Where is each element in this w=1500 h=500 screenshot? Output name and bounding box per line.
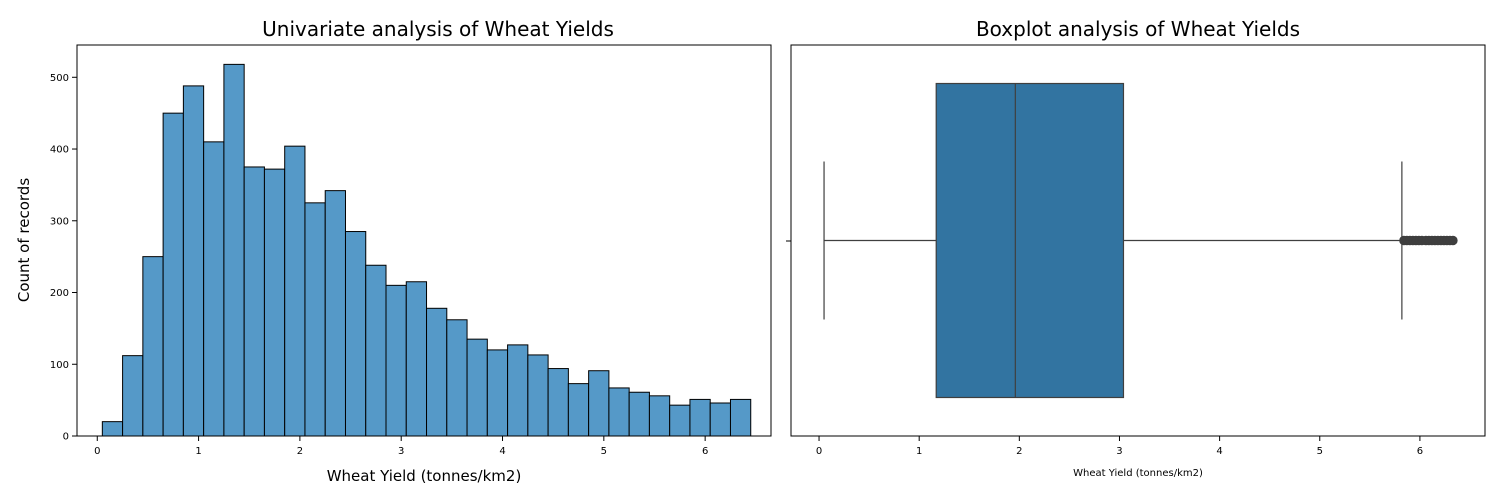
histogram-bar [608, 387, 630, 437]
boxplot-x-ticks: 0 1 2 3 4 5 6 [816, 436, 1423, 457]
boxplot-x-tick-label: 3 [1116, 446, 1122, 457]
boxplot-elements [823, 82, 1458, 399]
boxplot-box [935, 82, 1125, 399]
histogram-y-tick-label: 200 [50, 288, 69, 299]
histogram-bar [223, 63, 245, 437]
histogram-bar [648, 395, 671, 437]
histogram-bar [101, 421, 124, 437]
histogram-bar [385, 284, 407, 437]
histogram-bar [507, 344, 529, 437]
boxplot-x-tick-label: 6 [1417, 446, 1423, 457]
boxplot-x-tick-label: 4 [1216, 446, 1222, 457]
histogram-bar [446, 319, 468, 437]
histogram-bar [122, 355, 144, 437]
histogram-bar [182, 85, 205, 437]
histogram-bar [527, 354, 549, 437]
histogram-bar [284, 145, 306, 437]
histogram-bar [486, 349, 509, 437]
histogram-y-tick-label: 500 [50, 73, 69, 84]
histogram-bar [304, 202, 326, 437]
boxplot-x-tick-label: 5 [1317, 446, 1323, 457]
histogram-y-tick-label: 0 [63, 432, 69, 443]
histogram-bar [628, 391, 650, 437]
histogram-panel: Univariate analysis of Wheat Yields 0 1 2 3… [15, 17, 772, 485]
histogram-plot-frame [76, 44, 772, 437]
histogram-x-tick-label: 3 [398, 446, 404, 457]
histogram-x-tick-label: 4 [499, 446, 505, 457]
histogram-x-tick-label: 1 [195, 446, 201, 457]
histogram-bar [729, 398, 752, 437]
histogram-y-ticks: 0 100 200 300 400 500 [50, 73, 77, 443]
histogram-y-tick-label: 400 [50, 145, 69, 156]
histogram-bar [203, 141, 225, 437]
histogram-x-axis-label: Wheat Yield (tonnes/km2) [327, 467, 522, 485]
histogram-y-tick-label: 300 [50, 216, 69, 227]
histogram-bar [588, 370, 610, 437]
histogram-x-tick-label: 2 [297, 446, 303, 457]
histogram-bar [669, 404, 691, 437]
histogram-bar [709, 402, 731, 437]
boxplot-panel: Boxplot analysis of Wheat Yields 0 1 2 3 4 5 6… [786, 17, 1486, 479]
boxplot-x-tick-label: 2 [1016, 446, 1022, 457]
boxplot-x-tick-label: 0 [816, 446, 822, 457]
histogram-x-ticks: 0 1 2 3 4 5 6 [94, 436, 708, 457]
histogram-title: Univariate analysis of Wheat Yields [262, 17, 614, 41]
histogram-bar [263, 168, 286, 437]
histogram-bar [344, 231, 367, 437]
histogram-x-tick-label: 5 [601, 446, 607, 457]
histogram-bar [405, 281, 428, 437]
boxplot-outlier [1448, 235, 1458, 246]
histogram-y-axis-label: Count of records [15, 178, 33, 302]
histogram-x-tick-label: 0 [94, 446, 100, 457]
boxplot-x-tick-label: 1 [916, 446, 922, 457]
histogram-bar [162, 112, 184, 437]
histogram-y-tick-label: 100 [50, 360, 69, 371]
histogram-bar [689, 398, 711, 437]
histogram-bar [547, 368, 569, 437]
histogram-bar [142, 256, 164, 437]
histogram-bar [466, 338, 488, 437]
histogram-bars [101, 63, 752, 437]
boxplot-title: Boxplot analysis of Wheat Yields [976, 17, 1300, 41]
histogram-bar [567, 383, 590, 437]
histogram-bar [243, 166, 265, 437]
histogram-bar [324, 190, 346, 437]
boxplot-x-axis-label: Wheat Yield (tonnes/km2) [1073, 468, 1203, 479]
histogram-bar [426, 307, 448, 437]
histogram-x-tick-label: 6 [702, 446, 708, 457]
histogram-bar [365, 264, 387, 437]
